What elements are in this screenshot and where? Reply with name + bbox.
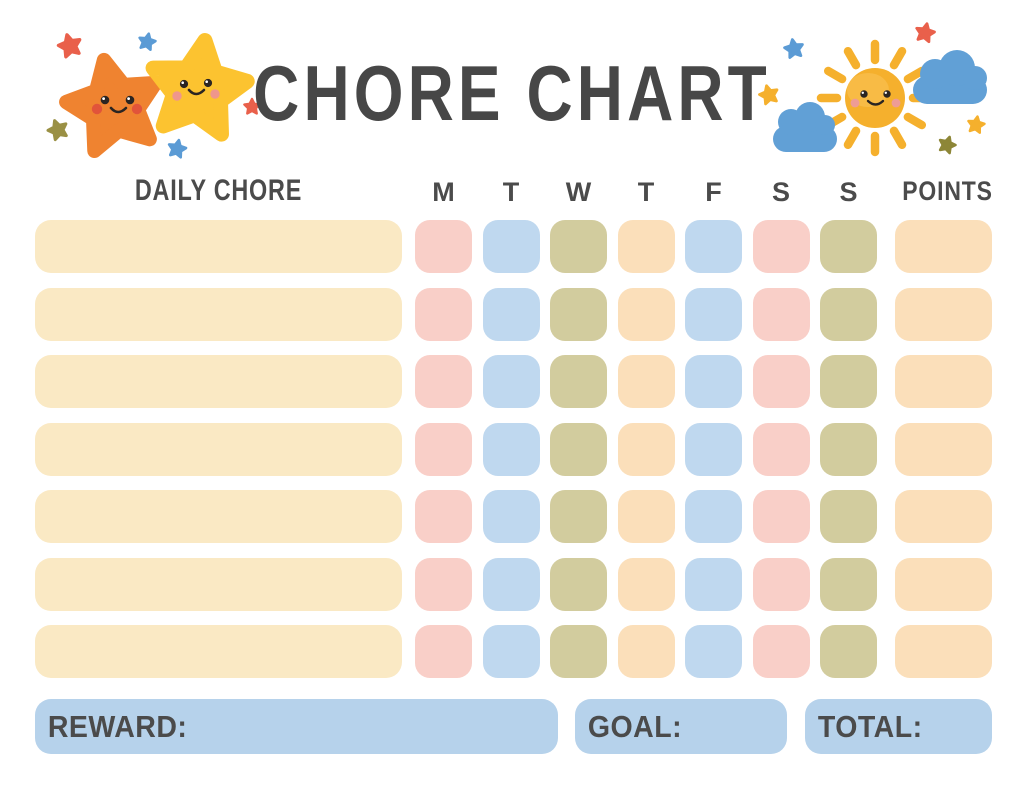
day-cell-row1-col7-S[interactable] <box>820 220 877 273</box>
chore-name-cell-row6[interactable] <box>35 557 402 611</box>
sun-highlight <box>847 73 889 107</box>
day-header-1-T: T <box>502 177 520 207</box>
total-label: TOTAL: <box>817 709 923 744</box>
day-cell-row1-col1-M[interactable] <box>415 220 472 273</box>
day-cell-row3-col7-S[interactable] <box>820 355 877 408</box>
points-cell-row5[interactable] <box>895 490 992 543</box>
small-blue-star-2-icon <box>167 138 187 157</box>
day-cell-row5-col5-F[interactable] <box>685 490 742 543</box>
day-cell-row3-col4-T[interactable] <box>617 355 675 408</box>
small-yellow-star-2-icon <box>967 115 986 133</box>
page-title: CHORE CHART <box>253 49 771 137</box>
day-cell-row6-col5-F[interactable] <box>685 557 742 611</box>
day-cell-row5-col6-S[interactable] <box>752 490 810 543</box>
reward-label: REWARD: <box>47 709 188 744</box>
chore-name-cell-row4[interactable] <box>35 422 402 476</box>
day-cell-row3-col5-F[interactable] <box>685 355 742 408</box>
total-box[interactable]: TOTAL: <box>805 699 992 754</box>
sun-clouds-decoration <box>758 22 987 154</box>
day-cell-row4-col6-S[interactable] <box>752 422 810 476</box>
day-cell-row5-col2-T[interactable] <box>482 490 540 543</box>
day-cell-row1-col2-T[interactable] <box>482 220 540 273</box>
day-cell-row3-col2-T[interactable] <box>482 355 540 408</box>
goal-label: GOAL: <box>587 709 683 744</box>
day-cell-row2-col4-T[interactable] <box>617 287 675 341</box>
day-cell-row4-col2-T[interactable] <box>482 422 540 476</box>
day-header-2-W: W <box>565 177 592 207</box>
day-cell-row1-col6-S[interactable] <box>752 220 810 273</box>
small-olive-star-icon <box>937 134 957 154</box>
orange-star-face <box>91 95 143 115</box>
day-cell-row2-col1-M[interactable] <box>415 287 472 341</box>
day-cell-row5-col7-S[interactable] <box>820 490 877 543</box>
points-header: POINTS <box>902 176 993 206</box>
chore-name-cell-row1[interactable] <box>35 220 402 273</box>
day-cell-row2-col6-S[interactable] <box>752 287 810 341</box>
day-cell-row6-col7-S[interactable] <box>820 557 877 611</box>
day-cell-row7-col3-W[interactable] <box>550 625 607 678</box>
day-cell-row5-col1-M[interactable] <box>415 490 472 543</box>
day-cell-row6-col2-T[interactable] <box>482 557 540 611</box>
day-cell-row6-col3-W[interactable] <box>550 557 607 611</box>
day-cell-row4-col3-W[interactable] <box>550 422 607 476</box>
day-cell-row4-col1-M[interactable] <box>415 422 472 476</box>
chore-name-cell-row5[interactable] <box>35 490 402 543</box>
day-cell-row3-col1-M[interactable] <box>415 355 472 408</box>
day-cell-row2-col3-W[interactable] <box>550 287 607 341</box>
day-cell-row4-col5-F[interactable] <box>685 422 742 476</box>
day-cell-row1-col4-T[interactable] <box>617 220 675 273</box>
daily-chore-header: DAILY CHORE <box>134 174 303 207</box>
day-cell-row7-col5-F[interactable] <box>685 625 742 678</box>
header-decorations <box>0 0 1024 180</box>
day-cell-row6-col1-M[interactable] <box>415 557 472 611</box>
points-cell-row7[interactable] <box>895 625 992 678</box>
day-cell-row6-col6-S[interactable] <box>752 557 810 611</box>
chore-name-cell-row2[interactable] <box>35 287 402 341</box>
reward-box[interactable]: REWARD: <box>35 699 558 754</box>
goal-box[interactable]: GOAL: <box>575 699 787 754</box>
day-cell-row4-col7-S[interactable] <box>820 422 877 476</box>
day-cell-row7-col1-M[interactable] <box>415 625 472 678</box>
day-cell-row6-col4-T[interactable] <box>617 557 675 611</box>
points-cell-row2[interactable] <box>895 287 992 341</box>
points-cell-row1[interactable] <box>895 220 992 273</box>
stars-decoration <box>46 32 260 158</box>
points-cell-row4[interactable] <box>895 422 992 476</box>
day-cell-row5-col3-W[interactable] <box>550 490 607 543</box>
cloud-top-right-icon <box>913 50 987 104</box>
chore-name-cell-row3[interactable] <box>35 355 402 408</box>
small-red-star-icon <box>915 22 936 43</box>
cloud-bottom-left-icon <box>773 102 837 152</box>
day-cell-row7-col6-S[interactable] <box>752 625 810 678</box>
sun-face <box>850 90 901 108</box>
day-cell-row7-col2-T[interactable] <box>482 625 540 678</box>
day-cell-row2-col5-F[interactable] <box>685 287 742 341</box>
chore-name-cell-row7[interactable] <box>35 625 402 678</box>
day-cell-row2-col2-T[interactable] <box>482 287 540 341</box>
day-header-6-S: S <box>839 177 858 207</box>
day-header-3-T: T <box>637 177 655 207</box>
points-cell-row3[interactable] <box>895 355 992 408</box>
day-cell-row3-col3-W[interactable] <box>550 355 607 408</box>
yellow-star-face <box>172 78 220 101</box>
small-red-star-icon <box>56 32 83 58</box>
day-cell-row1-col5-F[interactable] <box>685 220 742 273</box>
day-header-5-S: S <box>771 177 790 207</box>
small-olive-star-icon <box>46 117 70 141</box>
day-cell-row7-col7-S[interactable] <box>820 625 877 678</box>
day-cell-row4-col4-T[interactable] <box>617 422 675 476</box>
day-cell-row2-col7-S[interactable] <box>820 287 877 341</box>
day-cell-row7-col4-T[interactable] <box>617 625 675 678</box>
day-cell-row3-col6-S[interactable] <box>752 355 810 408</box>
small-blue-star-icon <box>138 32 157 50</box>
day-header-0-M: M <box>432 177 455 207</box>
day-cell-row5-col4-T[interactable] <box>617 490 675 543</box>
points-cell-row6[interactable] <box>895 557 992 611</box>
day-cell-row1-col3-W[interactable] <box>550 220 607 273</box>
day-header-4-F: F <box>705 177 722 207</box>
